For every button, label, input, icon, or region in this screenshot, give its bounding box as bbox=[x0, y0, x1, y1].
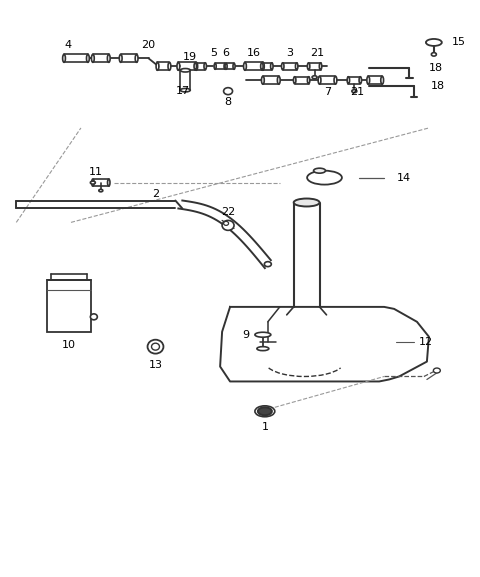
Ellipse shape bbox=[313, 168, 325, 173]
Text: 20: 20 bbox=[142, 40, 156, 50]
Ellipse shape bbox=[222, 220, 234, 230]
Ellipse shape bbox=[156, 62, 159, 70]
Text: 7: 7 bbox=[324, 87, 331, 97]
Text: 18: 18 bbox=[431, 81, 445, 91]
Ellipse shape bbox=[347, 77, 349, 84]
Text: 5: 5 bbox=[211, 48, 217, 58]
Text: 12: 12 bbox=[419, 337, 433, 347]
Ellipse shape bbox=[261, 63, 263, 70]
Text: 18: 18 bbox=[429, 63, 443, 73]
Ellipse shape bbox=[426, 39, 442, 46]
Text: 6: 6 bbox=[223, 48, 229, 58]
Text: 21: 21 bbox=[350, 87, 364, 97]
Text: 11: 11 bbox=[89, 167, 103, 177]
Text: 8: 8 bbox=[225, 97, 232, 107]
Ellipse shape bbox=[108, 54, 110, 62]
Ellipse shape bbox=[307, 171, 342, 185]
Text: 4: 4 bbox=[64, 40, 72, 50]
Ellipse shape bbox=[224, 222, 228, 226]
Ellipse shape bbox=[177, 62, 180, 70]
Ellipse shape bbox=[86, 54, 89, 62]
Ellipse shape bbox=[282, 63, 284, 70]
Ellipse shape bbox=[147, 340, 164, 354]
Ellipse shape bbox=[277, 76, 280, 84]
Ellipse shape bbox=[92, 179, 94, 186]
Ellipse shape bbox=[90, 314, 97, 320]
Ellipse shape bbox=[257, 347, 269, 351]
Text: 9: 9 bbox=[242, 329, 249, 340]
Ellipse shape bbox=[214, 63, 216, 69]
Ellipse shape bbox=[233, 63, 235, 69]
Ellipse shape bbox=[334, 76, 337, 84]
Ellipse shape bbox=[433, 368, 440, 373]
Text: 21: 21 bbox=[311, 48, 324, 58]
Ellipse shape bbox=[168, 62, 171, 70]
Ellipse shape bbox=[319, 63, 322, 70]
Ellipse shape bbox=[258, 407, 272, 415]
Ellipse shape bbox=[224, 88, 232, 95]
Text: 3: 3 bbox=[286, 48, 293, 58]
Ellipse shape bbox=[204, 63, 206, 70]
Ellipse shape bbox=[194, 63, 196, 70]
Bar bbox=[47, 280, 91, 332]
Ellipse shape bbox=[152, 343, 159, 350]
Ellipse shape bbox=[271, 63, 273, 70]
Ellipse shape bbox=[135, 54, 138, 62]
Ellipse shape bbox=[262, 62, 264, 70]
Ellipse shape bbox=[255, 406, 275, 417]
Text: 19: 19 bbox=[183, 53, 197, 62]
Text: 13: 13 bbox=[148, 359, 163, 369]
Ellipse shape bbox=[264, 261, 271, 267]
Ellipse shape bbox=[293, 77, 296, 84]
Ellipse shape bbox=[180, 88, 190, 92]
Ellipse shape bbox=[99, 189, 103, 192]
Ellipse shape bbox=[62, 54, 65, 62]
Ellipse shape bbox=[432, 53, 436, 56]
Ellipse shape bbox=[225, 63, 227, 69]
Text: 16: 16 bbox=[247, 48, 261, 58]
Ellipse shape bbox=[108, 179, 110, 186]
Ellipse shape bbox=[92, 54, 94, 62]
Ellipse shape bbox=[294, 198, 320, 207]
Ellipse shape bbox=[359, 77, 361, 84]
Text: 10: 10 bbox=[62, 340, 76, 350]
Ellipse shape bbox=[262, 76, 264, 84]
Ellipse shape bbox=[224, 63, 226, 69]
Ellipse shape bbox=[318, 76, 321, 84]
Text: 15: 15 bbox=[452, 38, 466, 47]
Ellipse shape bbox=[352, 89, 357, 93]
Ellipse shape bbox=[307, 77, 310, 84]
Text: 1: 1 bbox=[261, 422, 268, 432]
Ellipse shape bbox=[90, 181, 96, 184]
Text: 2: 2 bbox=[152, 189, 159, 198]
Text: 14: 14 bbox=[397, 173, 411, 183]
Ellipse shape bbox=[120, 54, 122, 62]
Ellipse shape bbox=[195, 62, 198, 70]
Ellipse shape bbox=[296, 63, 298, 70]
Ellipse shape bbox=[381, 76, 384, 84]
Ellipse shape bbox=[243, 62, 246, 70]
Text: 22: 22 bbox=[221, 208, 235, 218]
Text: 17: 17 bbox=[176, 86, 191, 96]
Ellipse shape bbox=[180, 69, 190, 72]
Ellipse shape bbox=[367, 76, 370, 84]
Ellipse shape bbox=[307, 63, 310, 70]
Ellipse shape bbox=[312, 76, 317, 78]
Ellipse shape bbox=[255, 332, 271, 337]
